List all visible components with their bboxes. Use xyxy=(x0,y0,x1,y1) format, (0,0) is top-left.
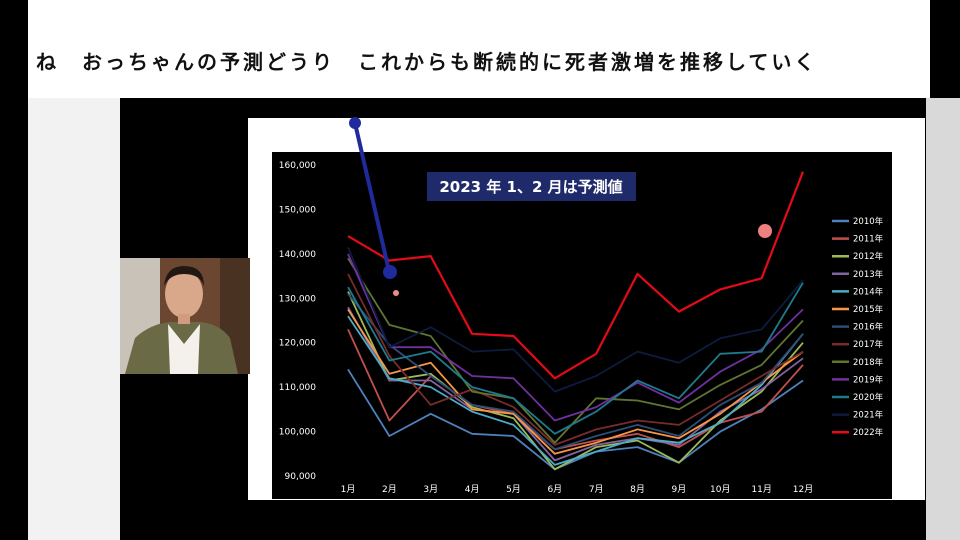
x-tick-label: 6月 xyxy=(547,484,562,495)
chart-title: 2023 年 1、2 月は予測値 xyxy=(439,178,622,196)
x-tick-label: 5月 xyxy=(506,484,521,495)
chart-title-background xyxy=(427,172,636,201)
x-tick-label: 11月 xyxy=(751,484,771,495)
annotation-marker-small xyxy=(393,290,399,296)
legend-label: 2021年 xyxy=(853,410,884,421)
series-line xyxy=(347,368,804,471)
annotation-marker-large xyxy=(758,224,772,238)
x-tick-label: 2月 xyxy=(382,484,397,495)
y-tick-label: 150,000 xyxy=(279,205,316,215)
legend-label: 2011年 xyxy=(853,234,884,245)
x-tick-label: 12月 xyxy=(793,484,813,495)
y-tick-label: 130,000 xyxy=(279,294,316,304)
series-line xyxy=(347,282,804,435)
legend-label: 2012年 xyxy=(853,251,884,262)
series-lines xyxy=(347,171,805,471)
webcam-feed xyxy=(120,258,250,374)
x-tick-label: 10月 xyxy=(710,484,730,495)
series-line xyxy=(347,246,804,393)
series-line xyxy=(347,308,804,455)
left-panel xyxy=(28,98,120,540)
legend-label: 2018年 xyxy=(853,357,884,368)
y-tick-label: 100,000 xyxy=(279,428,316,438)
series-line xyxy=(347,293,804,451)
series-line xyxy=(347,257,804,444)
series-line xyxy=(347,273,804,446)
chart-title-box: 2023 年 1、2 月は予測値 xyxy=(427,172,636,201)
annotation-dot-top xyxy=(349,117,361,129)
x-axis: 1月 2月 3月 4月 5月 6月 7月 8月 9月 10月 11月 12月 xyxy=(341,484,814,495)
x-tick-label: 8月 xyxy=(630,484,645,495)
x-tick-label: 1月 xyxy=(341,484,356,495)
y-axis: 90,000 100,000 110,000 120,000 130,000 140,00… xyxy=(279,161,316,482)
y-tick-label: 160,000 xyxy=(279,161,316,171)
annotation-pen-stroke xyxy=(353,122,391,272)
legend: 2010年 2011年 2012年 2013年 2014年 2015年 2016年 2017年… xyxy=(832,216,884,438)
caption-text: ね おっちゃんの予測どうり これからも断続的に死者激増を推移していく xyxy=(36,50,818,74)
x-tick-label: 4月 xyxy=(465,484,480,495)
x-tick-label: 3月 xyxy=(423,484,438,495)
x-tick-label: 7月 xyxy=(589,484,604,495)
series-line xyxy=(347,315,804,466)
legend-label: 2022年 xyxy=(853,427,884,438)
x-tick-label: 9月 xyxy=(672,484,687,495)
annotations xyxy=(349,117,772,296)
caption-bar: ね おっちゃんの予測どうり これからも断続的に死者激増を推移していく xyxy=(28,0,930,98)
legend-label: 2017年 xyxy=(853,339,884,350)
right-strip xyxy=(926,98,960,540)
legend-label: 2015年 xyxy=(853,304,884,315)
series-line xyxy=(347,171,805,380)
y-tick-label: 90,000 xyxy=(285,472,317,482)
series-line xyxy=(347,253,804,422)
legend-label: 2013年 xyxy=(853,269,884,280)
legend-label: 2016年 xyxy=(853,322,884,333)
y-tick-label: 140,000 xyxy=(279,250,316,260)
legend-label: 2014年 xyxy=(853,286,884,297)
legend-label: 2020年 xyxy=(853,392,884,403)
y-tick-label: 120,000 xyxy=(279,339,316,349)
series-line xyxy=(347,329,804,451)
annotation-dot-bottom xyxy=(383,265,397,279)
legend-label: 2019年 xyxy=(853,374,884,385)
legend-label: 2010年 xyxy=(853,216,884,227)
y-tick-label: 110,000 xyxy=(279,383,316,393)
